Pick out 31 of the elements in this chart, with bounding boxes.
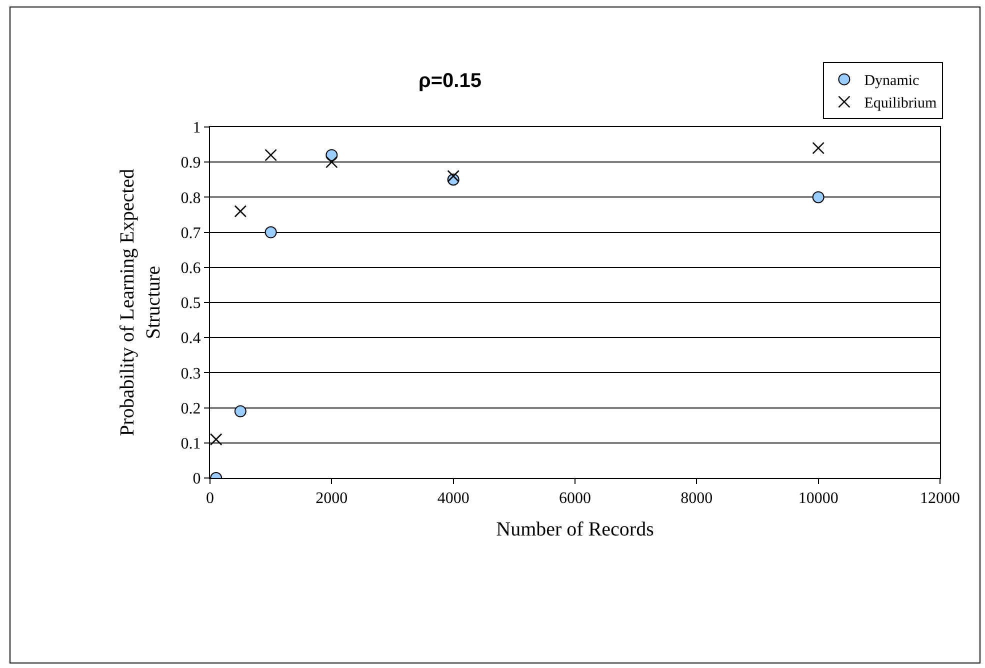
x-tick-label: 10000 — [798, 490, 838, 508]
point — [234, 405, 246, 418]
y-tick-label: 0.5 — [180, 295, 201, 312]
point — [326, 156, 338, 168]
x-tick-label: 2000 — [316, 490, 348, 508]
legend-label: Dynamic — [864, 73, 920, 90]
point — [234, 205, 247, 218]
point — [264, 226, 277, 238]
legend-label: Equilibrium — [864, 96, 938, 112]
x-tick-label: 4000 — [437, 490, 470, 508]
y-tick-label: 0.3 — [180, 365, 201, 382]
point — [447, 170, 460, 182]
point — [264, 148, 277, 162]
y-tick-label: 0.1 — [180, 436, 201, 452]
x-tick-label: 6000 — [559, 490, 591, 508]
point — [812, 191, 824, 204]
y-tick-label: 1 — [192, 120, 201, 137]
y-tick-label: 0.2 — [180, 400, 201, 418]
y-tick-label: 0.9 — [180, 154, 201, 172]
y-tick-label: 0 — [192, 470, 201, 488]
point — [812, 142, 824, 154]
y-tick-label: 0.4 — [180, 330, 201, 348]
y-tick-label: 0.6 — [180, 260, 201, 277]
x-tick-label: 12000 — [920, 490, 960, 508]
y-tick-label: 0.7 — [180, 224, 201, 242]
chart-title: ρ=0.15 — [418, 70, 482, 92]
x-tick-label: 8000 — [680, 490, 713, 508]
y-tick-label: 0.8 — [180, 190, 201, 207]
y-axis-title: Probability of Learning Expected Structure — [116, 168, 164, 436]
x-axis-title: Number of Records — [496, 518, 654, 541]
x-tick-label: 0 — [206, 490, 214, 508]
